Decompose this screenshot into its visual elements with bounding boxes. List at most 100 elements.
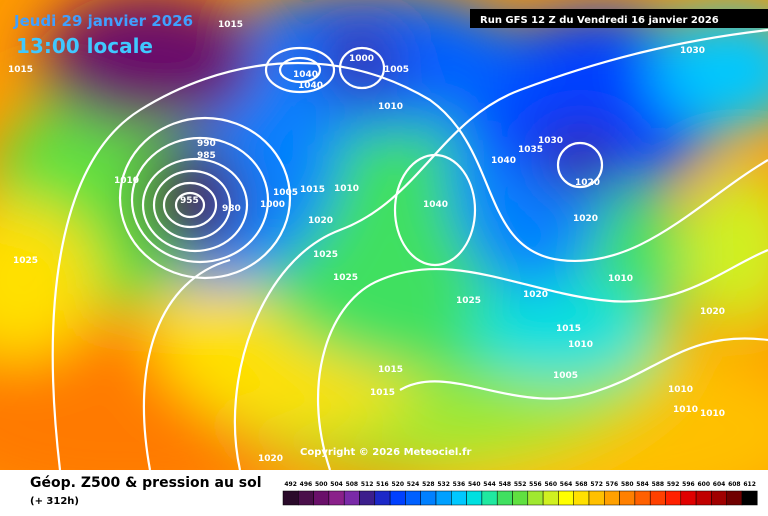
colorbar-label: 576	[606, 481, 619, 488]
copyright: Copyright © 2026 Meteociel.fr	[300, 447, 471, 458]
colorbar-swatch	[680, 490, 697, 506]
colorbar-label: 528	[422, 481, 435, 488]
colorbar-swatch	[726, 490, 743, 506]
colorbar-swatch	[328, 490, 345, 506]
pressure-label: 1020	[523, 290, 548, 300]
pressure-label: 1015	[218, 20, 243, 30]
colorbar-label: 548	[499, 481, 512, 488]
colorbar-label: 492	[284, 481, 297, 488]
date: Jeudi 29 janvier 2026	[13, 12, 193, 30]
pressure-label: 1015	[556, 324, 581, 334]
colorbar-swatch	[298, 490, 314, 506]
pressure-label: 1035	[518, 145, 543, 155]
colorbar-label: 496	[300, 481, 313, 488]
pressure-label: 1040	[423, 200, 448, 210]
colorbar-swatch	[665, 490, 682, 506]
pressure-label: 1015	[370, 388, 395, 398]
colorbar-label: 604	[713, 481, 726, 488]
pressure-label: 1010	[568, 340, 593, 350]
colorbar-swatch	[604, 490, 620, 506]
colorbar-swatch	[359, 490, 376, 506]
colorbar-swatch	[649, 490, 666, 506]
colorbar-swatch	[558, 490, 574, 506]
colorbar-swatch	[542, 490, 559, 506]
pressure-label: 1040	[298, 81, 323, 91]
pressure-label: 1000	[349, 54, 374, 64]
colorbar-swatch	[711, 490, 727, 506]
pressure-label: 1025	[333, 273, 358, 283]
colorbar-label: 524	[407, 481, 420, 488]
pressure-label: 1010	[673, 405, 698, 415]
colorbar-swatch	[405, 490, 421, 506]
colorbar-swatch	[420, 490, 437, 506]
colorbar-swatch	[527, 490, 544, 506]
pressure-label: 1005	[553, 371, 578, 381]
pressure-label: 1010	[608, 274, 633, 284]
pressure-label: 1015	[8, 65, 33, 75]
pressure-label: 1010	[668, 385, 693, 395]
colorbar-label: 512	[361, 481, 374, 488]
colorbar-label: 532	[437, 481, 450, 488]
colorbar-swatch	[343, 490, 360, 506]
colorbar-swatch	[634, 490, 651, 506]
colorbar-label: 500	[315, 481, 328, 488]
colorbar-label: 552	[514, 481, 527, 488]
colorbar-swatch	[573, 490, 590, 506]
colorbar-label: 572	[590, 481, 603, 488]
colorbar-swatch	[741, 490, 758, 506]
pressure-label: 1010	[700, 409, 725, 419]
pressure-label: 1000	[260, 200, 285, 210]
pressure-label: 1020	[258, 454, 283, 464]
colorbar-label: 568	[575, 481, 588, 488]
pressure-label: 1025	[13, 256, 38, 266]
pressure-label: 1025	[313, 250, 338, 260]
pressure-label: 1005	[384, 65, 409, 75]
run-info: Run GFS 12 Z du Vendredi 16 janvier 2026	[480, 15, 719, 26]
forecast-lead: (+ 312h)	[30, 496, 79, 507]
colorbar-label: 508	[346, 481, 359, 488]
colorbar-swatch	[435, 490, 452, 506]
colorbar: 492 496 500 504 508 512 516 520 524 528 532 536 540 5…	[282, 481, 758, 506]
colorbar-swatch	[588, 490, 605, 506]
colorbar-swatch	[313, 490, 330, 506]
pressure-label: 1020	[573, 214, 598, 224]
colorbar-label: 612	[743, 481, 756, 488]
pressure-label: 1020	[575, 178, 600, 188]
pressure-label: 990	[197, 139, 216, 149]
pressure-label: 1030	[680, 46, 705, 56]
colorbar-label: 580	[621, 481, 634, 488]
time: 13:00 locale	[16, 34, 153, 58]
pressure-label: 955	[180, 196, 199, 206]
pressure-label: 980	[222, 204, 241, 214]
colorbar-label: 584	[636, 481, 649, 488]
colorbar-swatch	[512, 490, 529, 506]
pressure-label: 1015	[378, 365, 403, 375]
pressure-label: 1020	[308, 216, 333, 226]
pressure-label: 1030	[538, 136, 563, 146]
colorbar-label: 544	[483, 481, 496, 488]
colorbar-swatch	[282, 490, 299, 506]
colorbar-label: 588	[652, 481, 665, 488]
colorbar-label: 564	[560, 481, 573, 488]
pressure-label: 1015	[300, 185, 325, 195]
colorbar-swatch	[619, 490, 636, 506]
pressure-label: 1005	[273, 188, 298, 198]
colorbar-label: 536	[453, 481, 466, 488]
pressure-label: 1010	[114, 176, 139, 186]
colorbar-label: 516	[376, 481, 389, 488]
colorbar-swatch	[374, 490, 391, 506]
colorbar-swatch	[389, 490, 406, 506]
colorbar-label: 540	[468, 481, 481, 488]
colorbar-swatch	[496, 490, 513, 506]
pressure-label: 1010	[378, 102, 403, 112]
colorbar-label: 608	[728, 481, 741, 488]
pressure-label: 1040	[491, 156, 516, 166]
footer-title: Géop. Z500 & pression au sol	[30, 475, 262, 491]
colorbar-swatch	[695, 490, 712, 506]
colorbar-swatch	[466, 490, 483, 506]
colorbar-label: 504	[330, 481, 343, 488]
colorbar-label: 596	[682, 481, 695, 488]
colorbar-label: 556	[529, 481, 542, 488]
